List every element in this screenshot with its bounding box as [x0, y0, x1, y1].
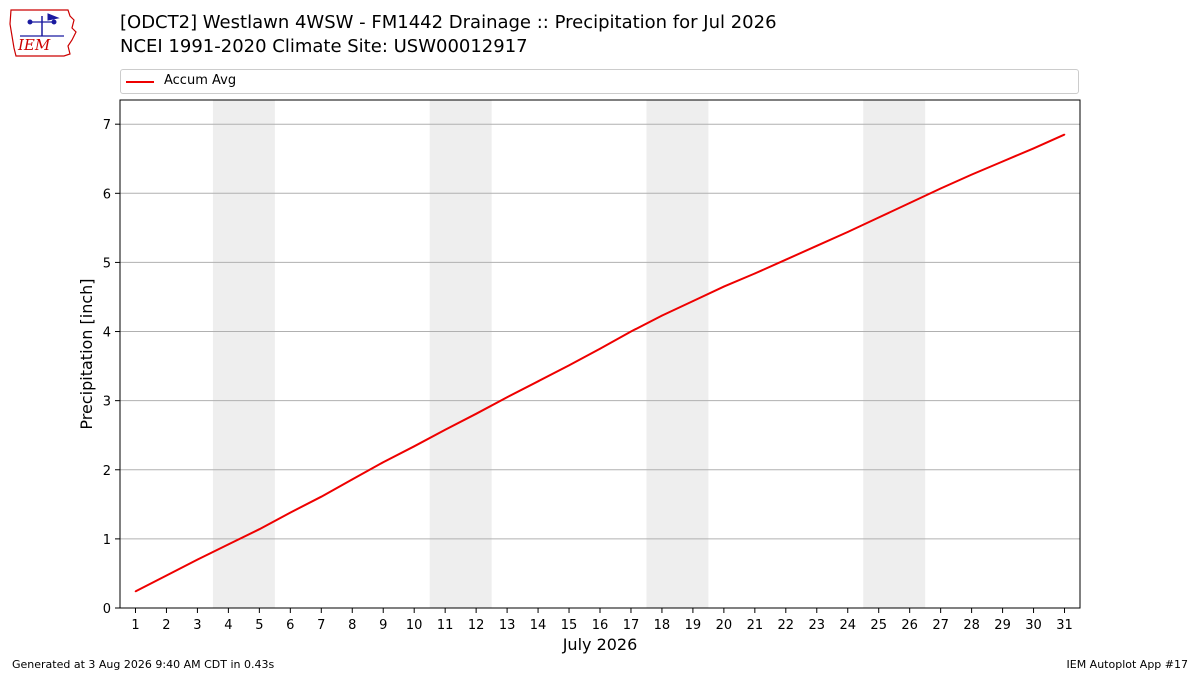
logo-text: IEM [17, 36, 51, 54]
data-point [351, 478, 354, 481]
x-tick-label: 20 [716, 618, 733, 633]
weather-station-icon [20, 13, 64, 37]
x-tick-label: 31 [1056, 618, 1073, 633]
y-tick-label: 6 [103, 187, 111, 202]
data-point [815, 245, 818, 247]
data-point [785, 258, 787, 261]
x-tick-label: 8 [348, 618, 356, 633]
data-point [413, 445, 415, 448]
data-point [289, 511, 292, 514]
x-tick-label: 7 [317, 618, 325, 633]
data-point [444, 428, 446, 431]
data-point [382, 461, 385, 463]
x-tick-label: 30 [1025, 618, 1042, 633]
data-point [258, 528, 261, 531]
data-point [568, 364, 570, 367]
data-point [599, 348, 601, 350]
chart-title: [ODCT2] Westlawn 4WSW - FM1442 Drainage … [120, 12, 777, 33]
data-point [320, 495, 323, 498]
x-tick-label: 22 [778, 618, 795, 633]
weekend-band [429, 100, 492, 608]
data-point [908, 202, 911, 204]
legend-label-accum-avg: Accum Avg [164, 73, 237, 88]
data-point [754, 272, 756, 275]
data-point [846, 231, 849, 233]
x-tick-label: 9 [379, 618, 387, 633]
data-point [970, 173, 973, 176]
app-id-label: IEM Autoplot App #17 [1066, 658, 1189, 671]
data-point [630, 330, 632, 333]
data-point [692, 300, 694, 302]
x-tick-label: 19 [685, 618, 702, 633]
data-point [1032, 147, 1035, 150]
data-point [877, 216, 880, 219]
data-point [134, 590, 137, 593]
plot-frame [119, 99, 1081, 609]
y-tick-label: 5 [103, 256, 111, 271]
x-tick-label: 6 [286, 618, 294, 633]
x-tick-label: 10 [406, 618, 423, 633]
data-point [165, 574, 168, 577]
weekend-band [212, 100, 275, 608]
x-tick-label: 27 [932, 618, 949, 633]
y-tick-label: 1 [103, 533, 111, 548]
data-point [939, 187, 942, 190]
x-tick-label: 5 [255, 618, 263, 633]
y-tick-label: 3 [103, 395, 111, 410]
legend-swatch-accum-avg [126, 81, 154, 83]
x-tick-label: 11 [437, 618, 454, 633]
x-tick-label: 1 [131, 618, 139, 633]
generated-timestamp: Generated at 3 Aug 2026 9:40 AM CDT in 0… [12, 658, 275, 671]
x-tick-label: 14 [530, 618, 547, 633]
x-tick-label: 15 [561, 618, 578, 633]
data-point [227, 543, 230, 546]
x-tick-label: 17 [623, 618, 640, 633]
legend: Accum Avg [120, 69, 1079, 94]
x-tick-label: 28 [963, 618, 980, 633]
x-tick-label: 13 [499, 618, 516, 633]
y-tick-label: 2 [103, 464, 111, 479]
x-tick-label: 29 [994, 618, 1011, 633]
x-tick-label: 25 [870, 618, 887, 633]
y-axis-label: Precipitation [inch] [77, 278, 96, 429]
iem-logo: IEM [9, 9, 77, 57]
x-axis-label: July 2026 [562, 635, 638, 654]
y-tick-label: 0 [103, 602, 111, 617]
y-tick-label: 7 [103, 118, 111, 133]
data-point [196, 558, 199, 561]
x-tick-label: 3 [193, 618, 201, 633]
chart-subtitle: NCEI 1991-2020 Climate Site: USW00012917 [120, 36, 528, 57]
x-tick-label: 4 [224, 618, 232, 633]
x-tick-label: 12 [468, 618, 485, 633]
x-tick-label: 24 [839, 618, 856, 633]
x-tick-label: 23 [809, 618, 826, 633]
data-point [723, 285, 725, 288]
weekend-band [863, 100, 926, 608]
y-tick-label: 4 [103, 326, 111, 341]
weekend-band [646, 100, 709, 608]
x-tick-label: 2 [162, 618, 170, 633]
x-tick-label: 26 [901, 618, 918, 633]
data-point [1063, 133, 1066, 136]
x-tick-label: 18 [654, 618, 671, 633]
x-tick-label: 21 [747, 618, 764, 633]
data-point [537, 380, 539, 383]
x-tick-label: 16 [592, 618, 609, 633]
iowa-outline-icon [9, 9, 77, 57]
data-point [661, 314, 663, 317]
data-point [506, 396, 508, 398]
data-point [475, 412, 477, 415]
data-point [1001, 160, 1004, 163]
